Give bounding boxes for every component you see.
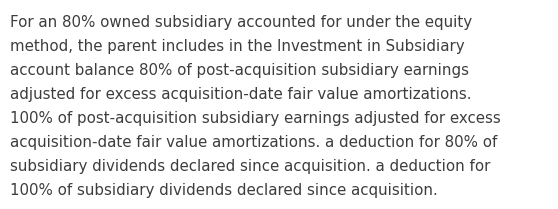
Text: For an 80% owned subsidiary accounted for under the equity: For an 80% owned subsidiary accounted fo… xyxy=(10,15,472,30)
Text: account balance 80% of post-acquisition subsidiary earnings: account balance 80% of post-acquisition … xyxy=(10,63,469,78)
Text: adjusted for excess acquisition-date fair value amortizations.: adjusted for excess acquisition-date fai… xyxy=(10,87,472,102)
Text: subsidiary dividends declared since acquisition. a deduction for: subsidiary dividends declared since acqu… xyxy=(10,159,490,174)
Text: acquisition-date fair value amortizations. a deduction for 80% of: acquisition-date fair value amortization… xyxy=(10,135,497,150)
Text: 100% of post-acquisition subsidiary earnings adjusted for excess: 100% of post-acquisition subsidiary earn… xyxy=(10,111,501,126)
Text: method, the parent includes in the Investment in Subsidiary: method, the parent includes in the Inves… xyxy=(10,39,465,54)
Text: 100% of subsidiary dividends declared since acquisition.: 100% of subsidiary dividends declared si… xyxy=(10,183,438,198)
